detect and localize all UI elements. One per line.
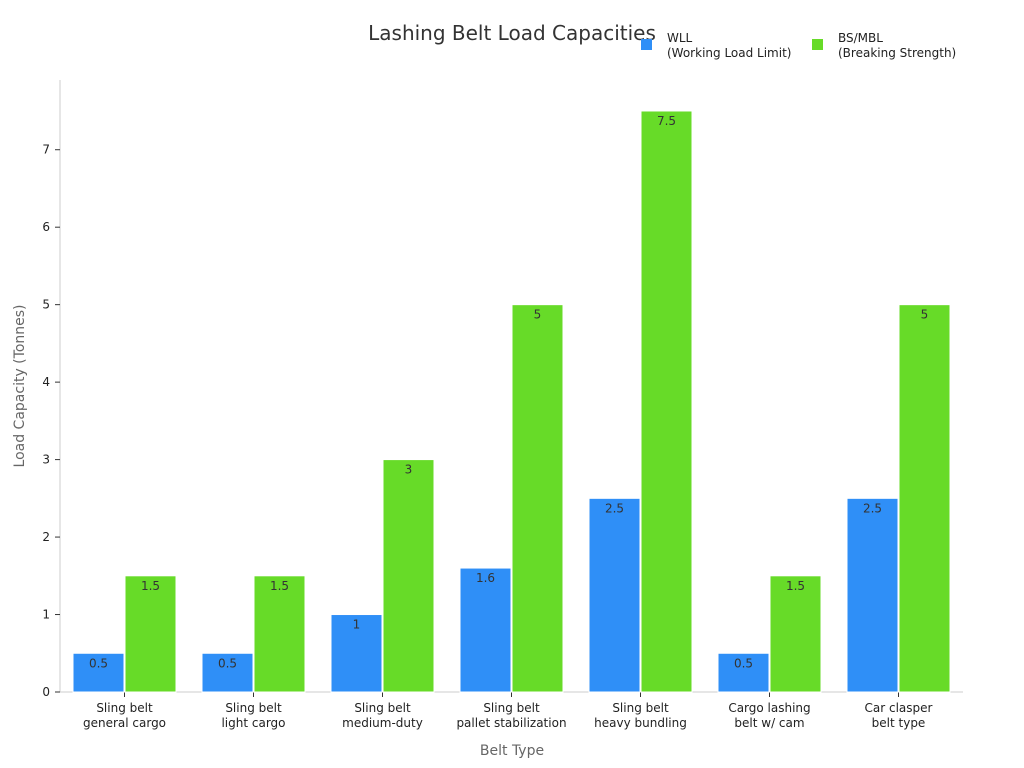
bar [459,567,512,693]
x-tick-label: Sling belt medium-duty [342,701,423,730]
data-label: 1.5 [141,579,160,593]
data-label: 2.5 [605,501,624,515]
bar [124,575,177,693]
data-label: 0.5 [89,656,108,670]
data-label: 3 [405,463,413,477]
bar [201,652,254,693]
y-axis-label: Load Capacity (Tonnes) [12,305,28,468]
x-tick-label: Cargo lashing belt w/ cam [728,701,810,730]
bar [72,652,125,693]
y-tick-label: 7 [42,143,50,157]
x-axis-label: Belt Type [480,743,544,759]
bar [898,304,951,693]
bar [717,652,770,693]
bar [588,497,641,693]
x-tick-label: Sling belt general cargo [83,701,166,730]
y-tick-label: 6 [42,220,50,234]
y-tick-label: 0 [42,685,50,699]
chart-legend: WLL (Working Load Limit) BS/MBL (Breaking S… [641,31,956,60]
data-label: 7.5 [657,114,676,128]
bar [511,304,564,693]
y-tick-label: 3 [42,453,50,467]
x-tick-label: Car clasper belt type [865,701,933,730]
y-tick-label: 5 [42,298,50,312]
bar [382,459,435,693]
chart-title: Lashing Belt Load Capacities [368,21,656,45]
x-tick-label: Sling belt pallet stabilization [456,701,566,730]
data-label: 2.5 [863,501,882,515]
data-label: 1.6 [476,571,495,585]
data-label: 1.5 [270,579,289,593]
data-label: 1 [353,618,361,632]
data-label: 5 [534,308,542,322]
y-tick-label: 1 [42,608,50,622]
data-label: 5 [921,308,929,322]
legend-label: WLL (Working Load Limit) [667,31,791,60]
y-tick-label: 4 [42,375,50,389]
data-label: 0.5 [218,656,237,670]
x-tick-label: Sling belt light cargo [221,701,285,730]
data-label: 0.5 [734,656,753,670]
bar [846,497,899,693]
legend-label: BS/MBL (Breaking Strength) [838,31,956,60]
bar [330,614,383,693]
x-tick-label: Sling belt heavy bundling [594,701,687,730]
bar [640,110,693,693]
bar [769,575,822,693]
y-tick-label: 2 [42,530,50,544]
legend-swatch [812,39,823,50]
bar [253,575,306,693]
plot-area: 0 1 2 3 4 5 6 7 Sling belt general cargo 0.5 1.5 Sli… [42,80,963,730]
legend-swatch [641,39,652,50]
data-label: 1.5 [786,579,805,593]
